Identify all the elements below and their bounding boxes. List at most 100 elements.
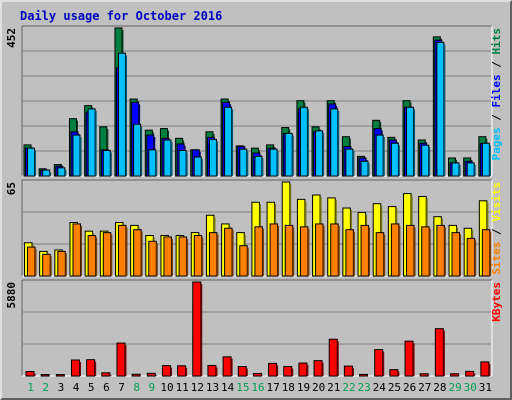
day-label-26: 26 <box>403 381 416 394</box>
sites-bar-21-shadow <box>338 225 340 276</box>
sites-bar-1 <box>27 246 36 277</box>
kbytes-bar-19-shadow <box>306 365 309 376</box>
day-label-3: 3 <box>58 381 65 394</box>
sites-bar-8 <box>133 229 142 277</box>
kbytes-bar-10-shadow <box>170 367 172 376</box>
kbytes-bar-14-shadow <box>231 358 233 376</box>
pages-bar-26-shadow <box>413 109 416 176</box>
pages-bar-15-shadow <box>246 151 249 176</box>
sites-bar-29 <box>451 232 461 277</box>
pages-bar-29-shadow <box>459 164 461 176</box>
sites-bar-4 <box>72 223 81 277</box>
panel-1-legend: Pages / Files / Hits <box>490 28 503 161</box>
kbytes-bar-11 <box>177 365 187 377</box>
pages-bar-1-shadow <box>34 150 36 176</box>
kbytes-bar-18 <box>283 366 293 377</box>
pages-bar-7 <box>117 52 126 177</box>
sites-bar-13-shadow <box>216 234 219 276</box>
sites-bar-25-shadow <box>398 225 401 276</box>
pages-bar-14 <box>224 106 233 177</box>
sites-bar-9 <box>148 240 157 277</box>
kbytes-bar-21 <box>328 338 338 377</box>
kbytes-bar-21-shadow <box>337 341 339 376</box>
kbytes-bar-28 <box>434 328 444 377</box>
sites-bar-22 <box>345 229 354 277</box>
pages-bar-31-shadow <box>489 145 491 176</box>
sites-bar-30 <box>466 237 476 277</box>
sites-bar-3 <box>57 250 66 277</box>
kbytes-bar-19 <box>298 362 308 377</box>
sites-bar-30-shadow <box>474 240 477 276</box>
day-label-9: 9 <box>149 381 156 394</box>
sites-bar-9-shadow <box>156 243 158 276</box>
kbytes-bar-31 <box>480 361 490 377</box>
legend-visits: Visits <box>490 182 503 222</box>
kbytes-bar-20-shadow <box>322 362 324 376</box>
day-label-27: 27 <box>418 381 431 394</box>
legend-separator: / <box>490 108 503 128</box>
pages-bar-29 <box>451 162 460 177</box>
pages-bar-6 <box>102 149 111 177</box>
kbytes-bar-28-shadow <box>443 330 445 376</box>
legend-files: Files <box>490 74 503 107</box>
pages-bar-16 <box>254 155 263 177</box>
sites-bar-26 <box>406 224 415 277</box>
day-label-24: 24 <box>373 381 387 394</box>
kbytes-bar-29 <box>450 373 460 377</box>
kbytes-bar-22-shadow <box>352 368 354 376</box>
pages-bar-9-shadow <box>155 151 158 176</box>
sites-bar-5 <box>87 235 97 277</box>
day-label-23: 23 <box>358 381 371 394</box>
pages-bar-9 <box>148 149 157 177</box>
sites-bar-25 <box>390 223 400 277</box>
kbytes-bar-7 <box>116 342 126 377</box>
legend-hits: Hits <box>490 28 503 55</box>
pages-bar-5-shadow <box>95 110 97 176</box>
pages-bar-14-shadow <box>231 109 234 176</box>
kbytes-bar-3 <box>55 374 65 377</box>
pages-bar-31 <box>481 142 490 177</box>
sites-bar-24-shadow <box>383 234 386 276</box>
pages-bar-28 <box>436 41 445 177</box>
kbytes-bar-23 <box>359 373 369 377</box>
sites-bar-17-shadow <box>277 225 280 276</box>
kbytes-bar-5-shadow <box>94 361 97 376</box>
kbytes-bar-2 <box>40 374 50 377</box>
day-label-5: 5 <box>88 381 95 394</box>
kbytes-bar-15-shadow <box>246 368 248 376</box>
sites-bar-28 <box>436 224 445 277</box>
pages-bar-30-shadow <box>474 164 476 176</box>
sites-bar-23-shadow <box>368 227 371 276</box>
pages-bar-13-shadow <box>216 141 218 176</box>
pages-bar-5 <box>87 108 96 177</box>
pages-bar-24 <box>375 134 384 177</box>
sites-bar-27-shadow <box>429 228 431 276</box>
sites-bar-12-shadow <box>201 237 204 276</box>
sites-bar-28-shadow <box>444 227 446 276</box>
kbytes-bar-6-shadow <box>109 374 112 376</box>
pages-bar-17 <box>269 148 278 177</box>
pages-bar-23 <box>360 160 369 177</box>
kbytes-bar-26-shadow <box>413 343 415 376</box>
kbytes-bar-18-shadow <box>291 368 294 376</box>
kbytes-bar-15 <box>237 366 247 377</box>
sites-bar-14 <box>224 227 233 277</box>
sites-bar-18 <box>284 224 294 277</box>
pages-bar-17-shadow <box>277 151 279 176</box>
sites-bar-21 <box>330 223 339 277</box>
kbytes-bar-10 <box>161 365 171 377</box>
pages-bar-13 <box>208 138 217 177</box>
sites-bar-14-shadow <box>232 230 234 276</box>
pages-bar-20-shadow <box>322 132 325 176</box>
sites-bar-17 <box>269 223 279 277</box>
sites-bar-19 <box>299 226 309 277</box>
kbytes-bar-20 <box>313 360 323 377</box>
kbytes-bar-24 <box>374 349 384 377</box>
day-label-13: 13 <box>206 381 219 394</box>
kbytes-bar-8 <box>131 373 141 377</box>
day-label-12: 12 <box>191 381 204 394</box>
pages-bar-8-shadow <box>140 126 143 176</box>
pages-bar-15 <box>239 148 248 177</box>
sites-bar-26-shadow <box>414 227 416 276</box>
pages-bar-11 <box>178 149 187 177</box>
